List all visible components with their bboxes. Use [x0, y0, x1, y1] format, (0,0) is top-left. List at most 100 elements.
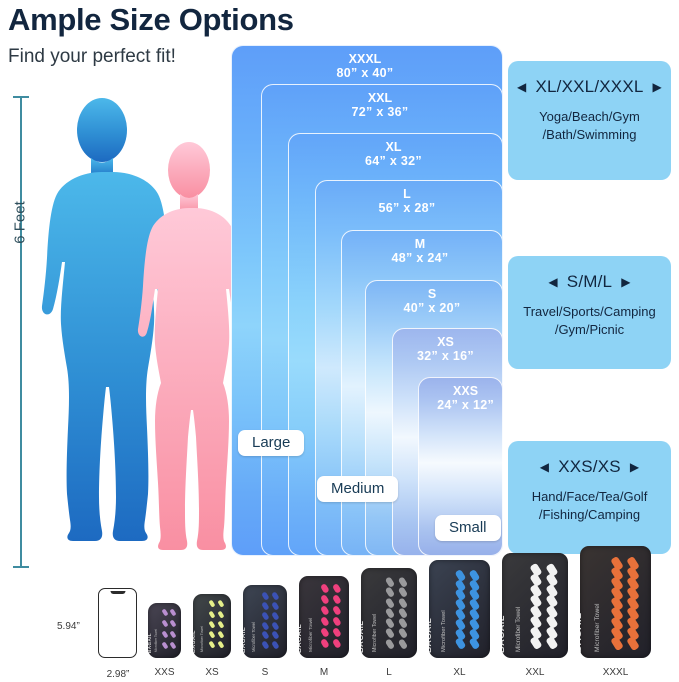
info-card-uses-line2: /Bath/Swimming	[542, 126, 637, 142]
product-stripe	[169, 630, 177, 638]
size-box-l-text: L 56” x 28”	[316, 187, 502, 216]
product-body: BAGAIL Microfiber Towel	[193, 594, 231, 658]
product-size-label: L	[386, 667, 392, 678]
product-stripe	[161, 641, 169, 649]
info-card-xl-xxl-xxxl[interactable]: ◀ XL/XXL/XXXL ▶ Yoga/Beach/Gym /Bath/Swi…	[508, 61, 671, 180]
product-stripe	[319, 627, 330, 639]
product-stripe	[261, 591, 271, 602]
size-label: XXS	[453, 384, 479, 398]
product-stripe	[208, 640, 217, 650]
info-card-body: Hand/Face/Tea/Golf /Fishing/Camping	[508, 477, 671, 539]
size-label: L	[403, 187, 411, 201]
phone-height-label: 5.94”	[57, 621, 80, 632]
product-stripe	[208, 620, 217, 629]
product-stripe	[319, 605, 330, 617]
product-stripe	[261, 620, 271, 631]
product-stripe	[331, 583, 342, 595]
product-stripe	[397, 596, 409, 609]
size-dims: 64” x 32”	[365, 154, 422, 169]
size-box-stack: XXXL 80” x 40” XXL 72” x 36” XL 64” x 32…	[231, 45, 503, 556]
scale-bar	[20, 96, 22, 568]
info-card-body: Travel/Sports/Camping /Gym/Picnic	[508, 292, 671, 354]
arrow-left-icon: ◀	[517, 80, 527, 94]
product-body: BAGAIL Microfiber Towel	[361, 568, 417, 658]
product-xxxl[interactable]: BAGAIL Microfiber Towel XXXL	[580, 546, 651, 678]
product-xxs[interactable]: BAGAIL Microfiber Towel XXS	[148, 603, 181, 678]
size-box-m-text: M 48” x 24”	[342, 237, 502, 266]
size-label: S	[427, 287, 437, 301]
info-card-uses-line1: Travel/Sports/Camping	[523, 304, 656, 319]
product-stripe	[319, 583, 330, 595]
product-stripe	[161, 630, 169, 638]
product-stripe	[468, 637, 481, 651]
product-stripe	[331, 638, 342, 650]
pill-medium[interactable]: Medium	[317, 476, 399, 502]
info-card-sizes: S/M/L	[566, 272, 613, 291]
product-stripe	[169, 619, 177, 627]
size-box-xxs-text: XXS 24” x 12”	[437, 384, 498, 413]
product-brand: BAGAIL	[580, 612, 584, 653]
product-brand: BAGAIL	[148, 632, 152, 653]
product-subtitle: Microfiber Towel	[200, 625, 204, 652]
product-body: BAGAIL Microfiber Towel	[580, 546, 651, 658]
info-card-header: ◀ XXS/XS ▶	[508, 441, 671, 477]
product-brand: BAGAIL	[299, 623, 303, 653]
product-s[interactable]: BAGAIL Microfiber Towel S	[243, 585, 287, 678]
product-stripe	[208, 599, 217, 609]
size-dims: 40” x 20”	[403, 301, 461, 316]
female-silhouette	[133, 140, 245, 570]
size-dims: 24” x 12”	[437, 398, 494, 413]
product-size-row: 5.94” 2.98” BAGAIL Microfiber Towel XXS BA…	[0, 546, 679, 682]
product-body: BAGAIL Microfiber Towel	[243, 585, 287, 658]
male-silhouette	[36, 96, 168, 570]
info-card-header: ◀ S/M/L ▶	[508, 256, 671, 292]
size-label: XL	[385, 140, 402, 154]
pill-small[interactable]: Small	[435, 515, 501, 541]
product-subtitle: Microfiber Towel	[372, 613, 378, 652]
product-xs[interactable]: BAGAIL Microfiber Towel XS	[193, 594, 231, 678]
product-xl[interactable]: BAGAIL Microfiber Towel XL	[429, 560, 490, 678]
page-title: Ample Size Options	[8, 2, 294, 37]
product-stripe	[397, 637, 409, 650]
product-stripe	[271, 591, 281, 602]
info-card-uses-line1: Hand/Face/Tea/Golf	[531, 489, 648, 504]
product-size-label: S	[261, 667, 269, 678]
size-dims: 56” x 28”	[378, 201, 436, 216]
product-stripe	[271, 601, 281, 612]
product-stripe	[384, 637, 396, 650]
scale-cap-bottom	[13, 566, 29, 568]
product-stripe	[331, 594, 342, 606]
product-stripe	[384, 586, 396, 599]
info-card-xxs-xs[interactable]: ◀ XXS/XS ▶ Hand/Face/Tea/Golf /Fishing/C…	[508, 441, 671, 554]
pill-large[interactable]: Large	[238, 430, 305, 456]
product-stripe	[397, 627, 409, 640]
info-card-uses-line1: Yoga/Beach/Gym	[539, 109, 640, 124]
arrow-left-icon: ◀	[548, 275, 558, 289]
product-xxl[interactable]: BAGAIL Microfiber Towel XXL	[502, 553, 568, 678]
product-subtitle: Microfiber Towel	[594, 603, 601, 652]
product-body: BAGAIL Microfiber Towel	[148, 603, 181, 658]
size-label: XXL	[367, 91, 393, 105]
product-stripe	[217, 620, 226, 629]
product-size-label: XS	[205, 667, 219, 678]
product-brand: BAGAIL	[502, 615, 506, 653]
product-stripe	[384, 627, 396, 640]
product-stripe	[319, 638, 330, 650]
product-size-label: XXXL	[602, 667, 629, 678]
arrow-right-icon: ▶	[629, 460, 640, 474]
info-card-header: ◀ XL/XXL/XXXL ▶	[508, 61, 671, 97]
arrow-right-icon: ▶	[621, 275, 631, 289]
info-card-s-m-l[interactable]: ◀ S/M/L ▶ Travel/Sports/Camping /Gym/Pic…	[508, 256, 671, 369]
info-card-body: Yoga/Beach/Gym /Bath/Swimming	[508, 97, 671, 159]
size-label: M	[414, 237, 426, 251]
product-stripe	[319, 594, 330, 606]
size-dims: 48” x 24”	[391, 251, 449, 266]
product-stripe	[261, 611, 271, 621]
product-stripe	[384, 596, 396, 609]
product-l[interactable]: BAGAIL Microfiber Towel L	[361, 568, 417, 678]
product-stripe	[261, 640, 271, 651]
product-brand: BAGAIL	[243, 627, 247, 653]
info-card-sizes: XXS/XS	[558, 457, 621, 476]
size-dims: 32” x 16”	[417, 349, 474, 364]
product-m[interactable]: BAGAIL Microfiber Towel M	[299, 576, 349, 678]
